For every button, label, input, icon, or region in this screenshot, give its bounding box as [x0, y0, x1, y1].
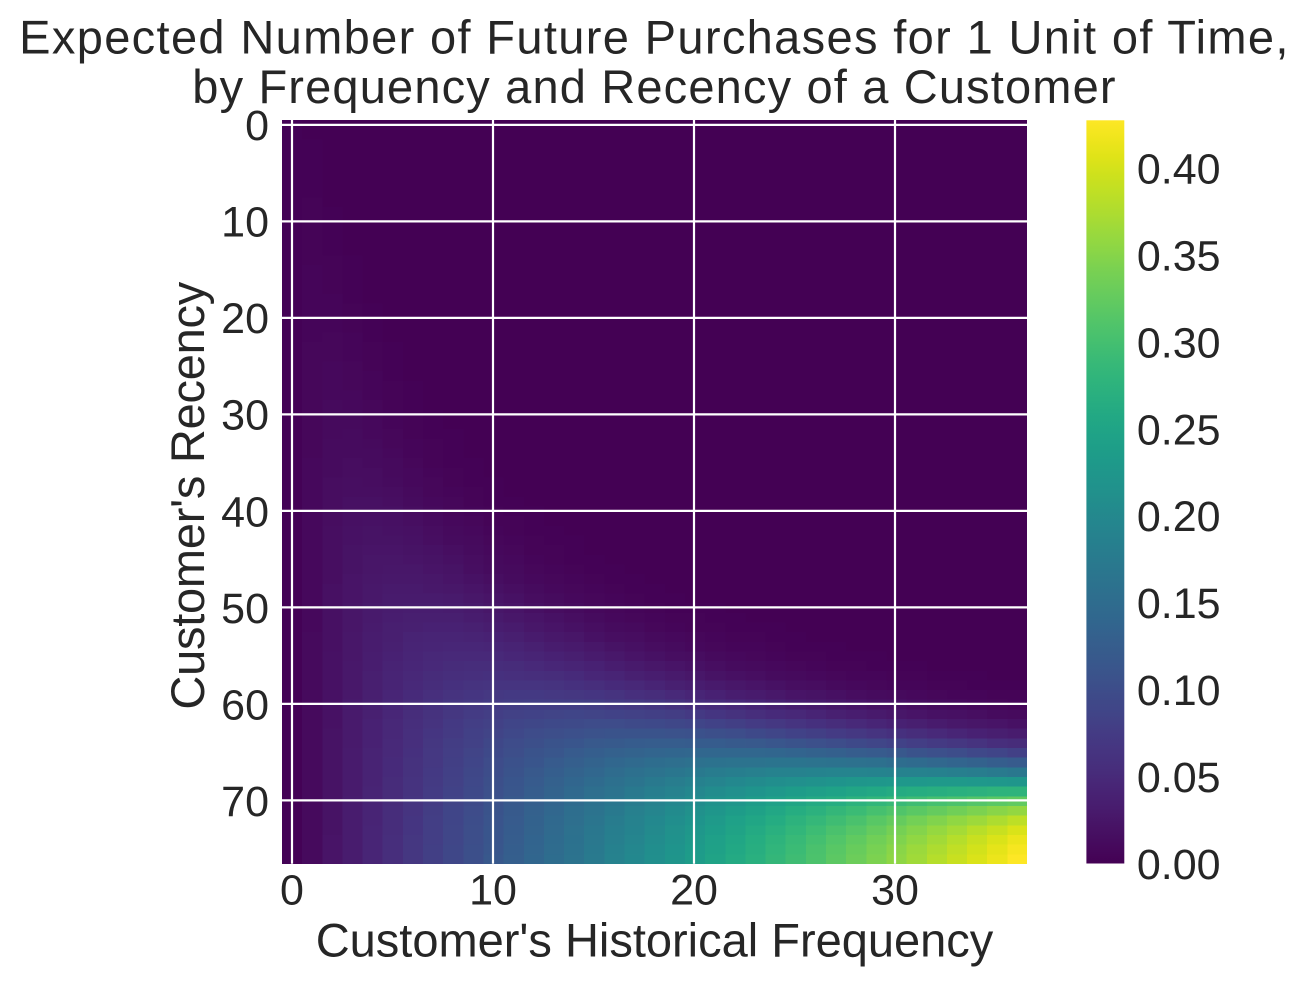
svg-text:0.20: 0.20: [1137, 493, 1221, 541]
svg-text:30: 30: [221, 392, 269, 440]
svg-text:Customer's Recency: Customer's Recency: [161, 281, 214, 709]
svg-text:10: 10: [221, 199, 269, 247]
svg-text:0.40: 0.40: [1137, 146, 1221, 194]
svg-text:0.05: 0.05: [1137, 754, 1221, 802]
svg-text:0: 0: [280, 867, 304, 915]
svg-text:Customer's Historical Frequenc: Customer's Historical Frequency: [316, 913, 994, 966]
svg-text:0.15: 0.15: [1137, 580, 1221, 628]
svg-text:0.35: 0.35: [1137, 233, 1221, 281]
svg-text:30: 30: [871, 867, 919, 915]
svg-text:60: 60: [221, 681, 269, 729]
svg-text:by Frequency and Recency of a: by Frequency and Recency of a Customer: [192, 60, 1116, 113]
svg-text:0: 0: [245, 102, 269, 150]
svg-text:0.00: 0.00: [1137, 841, 1221, 889]
svg-text:20: 20: [670, 867, 718, 915]
svg-text:40: 40: [221, 488, 269, 536]
svg-text:10: 10: [469, 867, 517, 915]
svg-text:70: 70: [221, 778, 269, 826]
svg-text:50: 50: [221, 585, 269, 633]
svg-text:Expected Number of Future Purc: Expected Number of Future Purchases for …: [19, 11, 1290, 64]
svg-text:0.25: 0.25: [1137, 406, 1221, 454]
svg-text:0.10: 0.10: [1137, 667, 1221, 715]
svg-text:20: 20: [221, 295, 269, 343]
svg-text:0.30: 0.30: [1137, 319, 1221, 367]
